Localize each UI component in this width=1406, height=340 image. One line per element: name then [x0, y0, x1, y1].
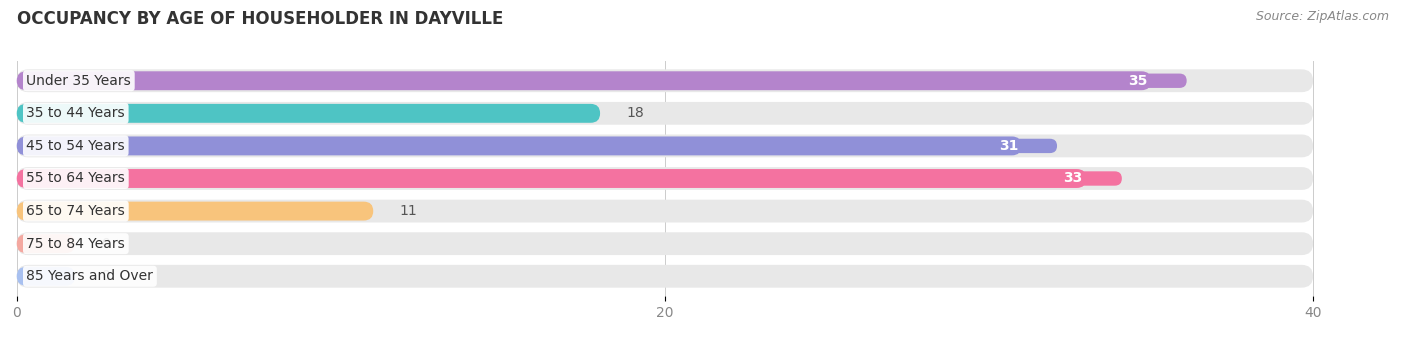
- Text: 0: 0: [101, 237, 110, 251]
- FancyBboxPatch shape: [17, 167, 1313, 190]
- FancyBboxPatch shape: [17, 232, 1313, 255]
- Text: 35: 35: [1129, 74, 1147, 88]
- Text: 85 Years and Over: 85 Years and Over: [27, 269, 153, 283]
- FancyBboxPatch shape: [17, 200, 1313, 222]
- Text: 18: 18: [626, 106, 644, 120]
- FancyBboxPatch shape: [17, 136, 1021, 155]
- FancyBboxPatch shape: [960, 139, 1057, 153]
- FancyBboxPatch shape: [17, 267, 75, 286]
- FancyBboxPatch shape: [17, 202, 373, 221]
- FancyBboxPatch shape: [17, 265, 1313, 288]
- FancyBboxPatch shape: [1025, 171, 1122, 186]
- Text: OCCUPANCY BY AGE OF HOUSEHOLDER IN DAYVILLE: OCCUPANCY BY AGE OF HOUSEHOLDER IN DAYVI…: [17, 10, 503, 28]
- Text: Source: ZipAtlas.com: Source: ZipAtlas.com: [1256, 10, 1389, 23]
- Text: Under 35 Years: Under 35 Years: [27, 74, 131, 88]
- Text: 45 to 54 Years: 45 to 54 Years: [27, 139, 125, 153]
- FancyBboxPatch shape: [17, 102, 1313, 125]
- FancyBboxPatch shape: [17, 234, 75, 253]
- FancyBboxPatch shape: [17, 135, 1313, 157]
- Text: 75 to 84 Years: 75 to 84 Years: [27, 237, 125, 251]
- FancyBboxPatch shape: [17, 169, 1087, 188]
- Text: 11: 11: [399, 204, 418, 218]
- Text: 33: 33: [1063, 171, 1083, 186]
- Text: 35 to 44 Years: 35 to 44 Years: [27, 106, 125, 120]
- FancyBboxPatch shape: [1090, 73, 1187, 88]
- Text: 65 to 74 Years: 65 to 74 Years: [27, 204, 125, 218]
- Text: 31: 31: [998, 139, 1018, 153]
- Text: 0: 0: [101, 269, 110, 283]
- FancyBboxPatch shape: [17, 71, 1152, 90]
- FancyBboxPatch shape: [17, 104, 600, 123]
- Text: 55 to 64 Years: 55 to 64 Years: [27, 171, 125, 186]
- FancyBboxPatch shape: [17, 69, 1313, 92]
